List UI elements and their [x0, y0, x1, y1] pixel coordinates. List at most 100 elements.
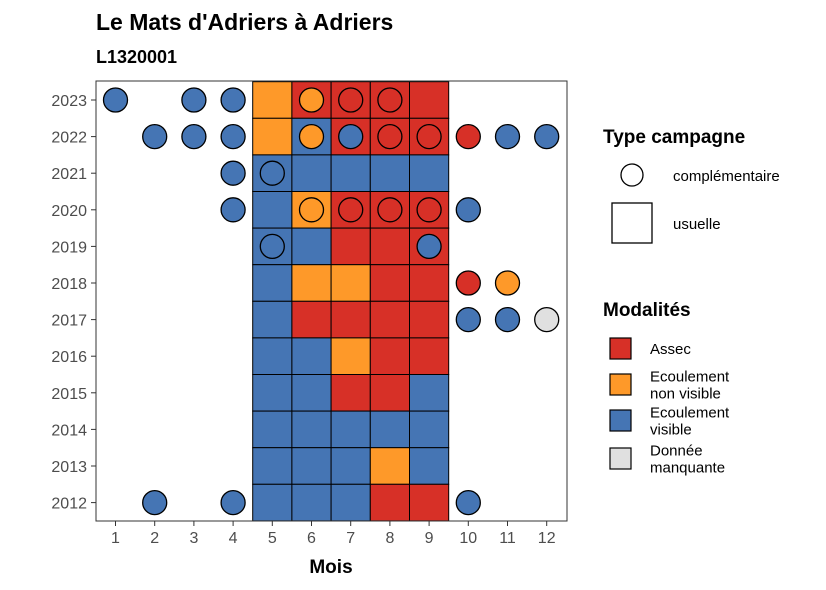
legend-label-ecoulement-non-visible-line2: non visible — [650, 386, 721, 403]
tile-2021-m7 — [330, 154, 371, 192]
legend-square-key — [611, 202, 653, 244]
point-2022-m11 — [494, 123, 521, 150]
point-2020-m10 — [455, 197, 481, 223]
tile-2023-m9 — [409, 81, 450, 119]
point-2023-m3 — [181, 87, 207, 113]
tile-2018-m9 — [409, 264, 450, 302]
y-tick-label-2019: 2019 — [51, 239, 87, 256]
x-tick-label-3: 3 — [189, 530, 198, 547]
tile-2022-m5 — [252, 117, 293, 156]
point-2018-m11 — [494, 270, 521, 296]
legend-fill-title: Modalités — [603, 300, 691, 321]
tile-2016-m9 — [409, 337, 450, 375]
tile-2013-m9 — [409, 447, 450, 485]
tile-2014-m9 — [409, 410, 450, 449]
tile-2016-m6 — [291, 337, 332, 375]
x-tick-label-12: 12 — [538, 530, 556, 547]
legend-label-donnee-manquante-line2: manquante — [650, 460, 725, 477]
tile-2021-m9 — [409, 154, 450, 192]
tile-2013-m7 — [330, 447, 371, 485]
tile-2013-m5 — [252, 447, 293, 485]
legend-label-ecoulement-visible-line2: visible — [650, 422, 692, 439]
chart-subtitle: L1320001 — [96, 47, 177, 67]
tile-2016-m8 — [369, 337, 410, 375]
point-2017-m12 — [534, 306, 560, 333]
tile-2017-m5 — [252, 300, 293, 339]
plot-border — [95, 80, 568, 522]
legend-type-campagne: Type campagne complémentaire usuelle — [603, 127, 780, 244]
tile-2013-m8 — [369, 447, 410, 485]
x-tick-label-4: 4 — [229, 530, 238, 547]
x-tick-label-10: 10 — [459, 530, 477, 547]
point-2012-m10 — [455, 489, 481, 516]
y-tick-label-2013: 2013 — [51, 459, 87, 476]
tile-2018-m5 — [252, 264, 293, 302]
y-tick-label-2014: 2014 — [51, 422, 87, 439]
tile-2013-m6 — [291, 447, 332, 485]
tile-2015-m6 — [291, 374, 332, 412]
point-2019-m5 — [259, 233, 285, 260]
y-tick-label-2022: 2022 — [51, 130, 87, 147]
tile-2014-m7 — [330, 410, 371, 449]
y-tick-label-2012: 2012 — [51, 496, 87, 513]
tile-2020-m5 — [252, 191, 293, 229]
tile-2017-m7 — [330, 300, 371, 339]
tile-2021-m6 — [291, 154, 332, 192]
legend-swatch-assec — [609, 337, 632, 360]
axes-group: 1 2 3 4 5 6 7 8 9 10 11 122012201320142015201620172… — [51, 93, 555, 547]
y-tick-label-2021: 2021 — [51, 166, 87, 183]
legend-label-ecoulement-visible-line1: Ecoulement — [650, 405, 730, 422]
tile-2014-m6 — [291, 410, 332, 449]
point-2017-m11 — [494, 306, 521, 333]
x-tick-label-6: 6 — [307, 530, 316, 547]
point-2018-m10 — [455, 270, 481, 296]
tile-2016-m5 — [252, 337, 293, 375]
point-2017-m10 — [455, 306, 481, 333]
tile-2012-m6 — [291, 483, 332, 522]
y-tick-label-2015: 2015 — [51, 386, 87, 403]
point-2020-m6 — [298, 197, 325, 223]
tile-2012-m7 — [330, 483, 371, 522]
point-2021-m4 — [220, 160, 246, 186]
tile-2023-m5 — [252, 81, 293, 119]
point-2012-m2 — [142, 489, 168, 516]
tile-2018-m6 — [291, 264, 332, 302]
tile-2019-m6 — [291, 227, 332, 266]
x-tick-label-1: 1 — [111, 530, 120, 547]
y-tick-label-2018: 2018 — [51, 276, 87, 293]
tile-2017-m6 — [291, 300, 332, 339]
legend-swatch-donnee-manquante — [609, 447, 632, 470]
legend-label-usuelle: usuelle — [673, 216, 721, 233]
point-2021-m5 — [259, 160, 285, 186]
x-tick-label-9: 9 — [425, 530, 434, 547]
tile-2012-m8 — [369, 483, 410, 522]
tile-2012-m5 — [252, 483, 293, 522]
tile-2017-m8 — [369, 300, 410, 339]
x-tick-label-7: 7 — [346, 530, 355, 547]
x-tick-label-8: 8 — [385, 530, 394, 547]
point-2022-m10 — [455, 123, 481, 150]
point-2023-m4 — [220, 87, 246, 113]
x-tick-label-5: 5 — [268, 530, 277, 547]
tile-2012-m9 — [409, 483, 450, 522]
y-tick-label-2017: 2017 — [51, 313, 87, 330]
y-tick-label-2020: 2020 — [51, 203, 87, 220]
tile-2017-m9 — [409, 300, 450, 339]
x-tick-label-2: 2 — [150, 530, 159, 547]
x-axis-title: Mois — [309, 557, 352, 578]
tile-2015-m8 — [369, 374, 410, 412]
legend-label-ecoulement-non-visible-line1: Ecoulement — [650, 369, 730, 386]
tile-2021-m8 — [369, 154, 410, 192]
tile-2015-m5 — [252, 374, 293, 412]
point-2023-m6 — [298, 87, 325, 113]
point-2020-m7 — [338, 197, 364, 223]
point-2022-m2 — [142, 123, 168, 150]
point-2012-m4 — [220, 489, 246, 516]
tile-2019-m8 — [369, 227, 410, 266]
y-tick-label-2023: 2023 — [51, 93, 87, 110]
usual-tiles-group — [252, 81, 450, 522]
point-2022-m3 — [181, 123, 207, 150]
point-2023-m1 — [102, 87, 129, 113]
point-2022-m8 — [377, 123, 403, 150]
